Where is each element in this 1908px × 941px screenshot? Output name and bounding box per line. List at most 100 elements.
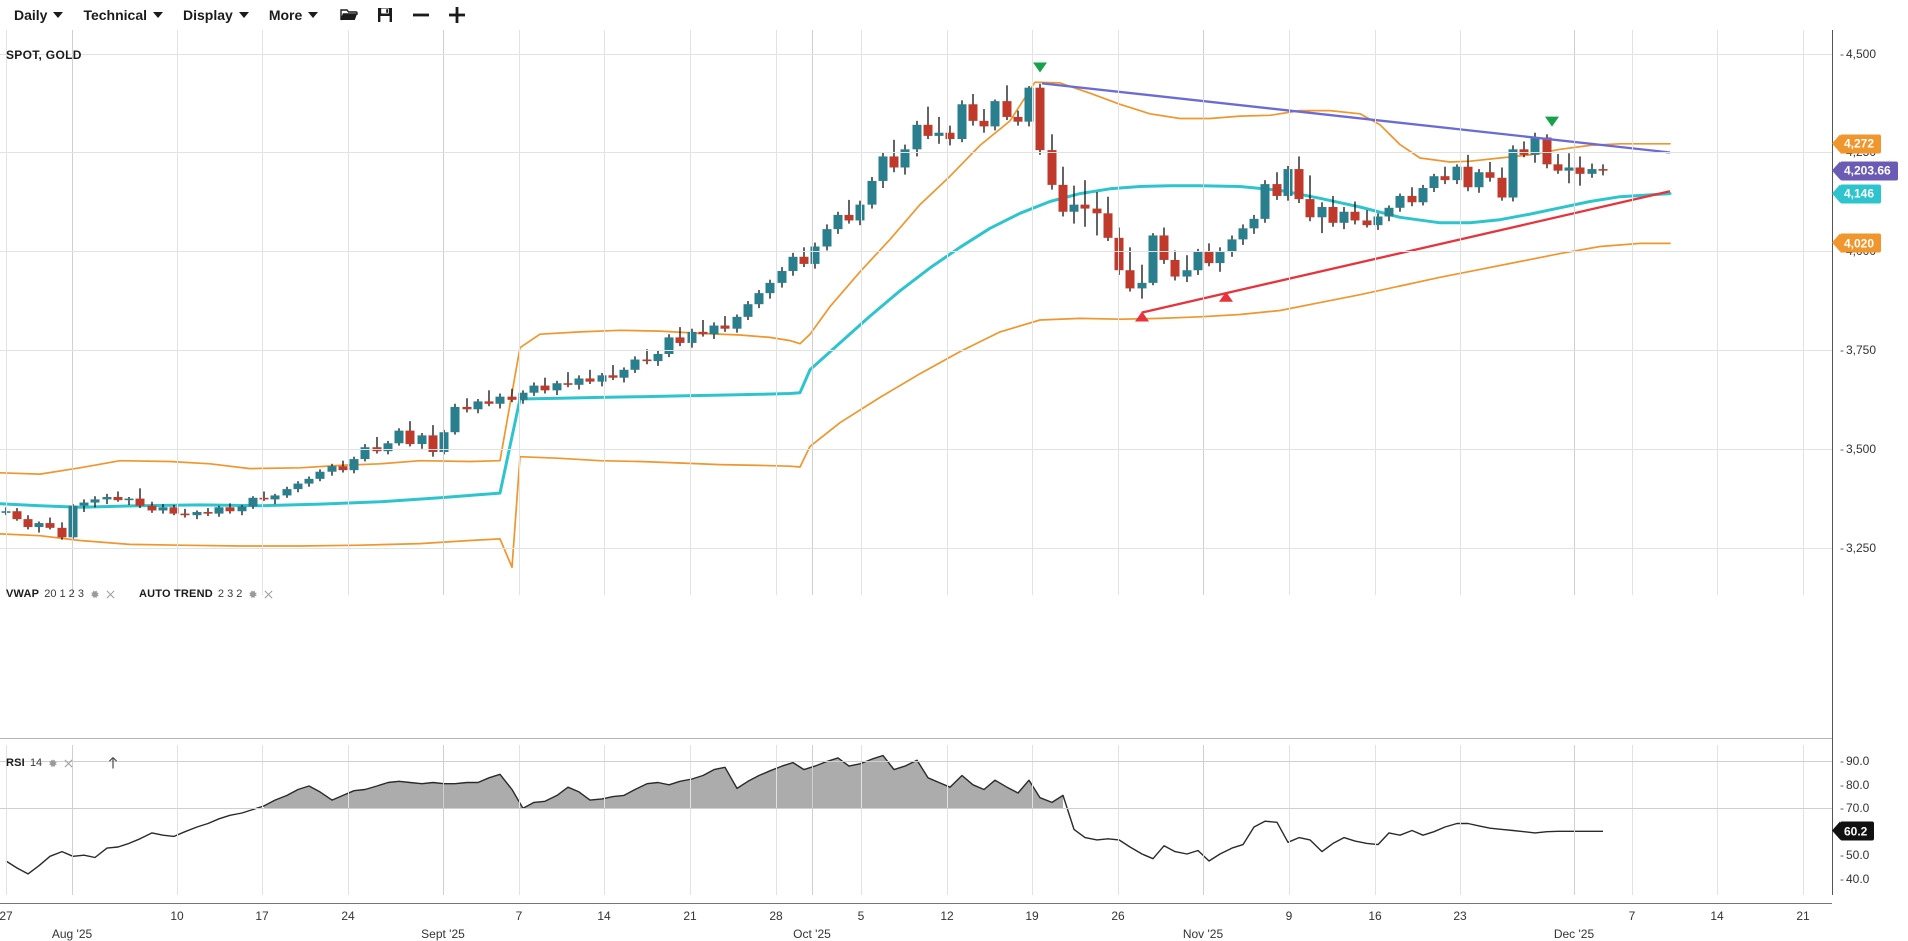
- buy-signal-marker-icon: [1135, 311, 1149, 322]
- date-axis-tick: 17: [255, 909, 269, 923]
- gridline-vertical: [1717, 745, 1718, 895]
- vwap-lower-price-pill[interactable]: 4,020: [1831, 233, 1882, 253]
- rsi-axis-tick: -90.0: [1840, 754, 1870, 769]
- gridline-month: [812, 30, 813, 595]
- zoom-in-plus-icon[interactable]: [442, 1, 472, 29]
- gridline-vertical: [519, 745, 520, 895]
- gear-icon[interactable]: [89, 589, 100, 600]
- candlestick: [1193, 248, 1203, 275]
- gridline-horizontal: [0, 448, 1832, 450]
- candlestick: [34, 521, 44, 533]
- candlestick: [23, 515, 33, 530]
- rsi-chart-pane[interactable]: [0, 745, 1832, 895]
- sell-signal-marker-icon: [1033, 62, 1047, 73]
- date-axis-tick: 12: [940, 909, 954, 923]
- candlestick: [473, 399, 483, 414]
- resistance-downtrend[interactable]: [1041, 82, 1671, 154]
- gridline-month: [72, 30, 73, 595]
- candlestick: [1373, 213, 1383, 230]
- candlestick: [1249, 214, 1259, 234]
- gridline-vertical: [1032, 30, 1033, 595]
- close-icon[interactable]: [263, 589, 274, 600]
- gridline-vertical: [1375, 745, 1376, 895]
- rsi-chart-canvas: [5, 754, 1603, 875]
- rsi-axis-tick: -50.0: [1840, 848, 1870, 863]
- candlestick: [1519, 141, 1529, 158]
- gridline-vertical: [1632, 745, 1633, 895]
- candlestick: [304, 476, 314, 487]
- menu-more[interactable]: More: [259, 1, 328, 29]
- vwap-mid-price-pill[interactable]: 4,146: [1831, 184, 1882, 204]
- buy-signal-marker-icon: [1219, 291, 1233, 302]
- candlestick: [1103, 196, 1113, 241]
- candlestick: [1553, 154, 1563, 174]
- candlestick: [653, 350, 663, 366]
- gridline-vertical: [604, 745, 605, 895]
- close-icon[interactable]: [105, 589, 116, 600]
- candlestick: [1148, 233, 1158, 286]
- gridline-horizontal: [0, 152, 1832, 154]
- gridline-vertical: [1289, 30, 1290, 595]
- gridline-vertical: [604, 30, 605, 595]
- indicator-legend-item[interactable]: VWAP 20 1 2 3: [6, 588, 116, 600]
- gridline-vertical: [348, 30, 349, 595]
- gridline-vertical: [1632, 30, 1633, 595]
- zoom-out-minus-icon[interactable]: [406, 1, 436, 29]
- open-folder-icon[interactable]: [334, 1, 364, 29]
- gridline-vertical: [1375, 30, 1376, 595]
- date-axis[interactable]: 27 10 17 24 7 14 21 28 5 12 19 26 9 16 23 7 14 21 Aug '25 S…: [0, 895, 1908, 941]
- candlestick: [1272, 172, 1282, 200]
- date-axis-tick: 27: [0, 909, 13, 923]
- rsi-axis-tick: -70.0: [1840, 801, 1870, 816]
- candlestick: [90, 496, 100, 508]
- gear-icon[interactable]: [247, 589, 258, 600]
- last-price-pill[interactable]: 4,203.66: [1832, 161, 1898, 181]
- candlestick: [698, 320, 708, 337]
- date-axis-tick: 21: [683, 909, 697, 923]
- rsi-pill-label: 60.2: [1844, 824, 1868, 839]
- date-axis-tick: 7: [515, 909, 523, 923]
- price-pill-label: 4,272: [1844, 136, 1875, 151]
- gridline-vertical: [947, 30, 948, 595]
- candlestick: [664, 334, 674, 358]
- candlestick: [1125, 247, 1135, 292]
- menu-daily[interactable]: Daily: [4, 1, 73, 29]
- candlestick: [788, 252, 798, 276]
- candlestick: [405, 421, 415, 447]
- gridline-vertical: [6, 745, 7, 895]
- candlestick: [889, 139, 899, 173]
- candlestick: [1058, 166, 1068, 217]
- indicator-params: 20 1 2 3: [44, 588, 84, 600]
- indicator-legend-item[interactable]: RSI 14: [6, 757, 74, 769]
- candlestick: [642, 349, 652, 365]
- candlestick: [968, 94, 978, 126]
- candlestick: [147, 501, 157, 513]
- candlestick: [867, 176, 877, 209]
- indicator-name: AUTO TREND: [138, 588, 213, 600]
- candlestick: [1395, 193, 1405, 212]
- gridline-horizontal: [0, 350, 1832, 352]
- indicator-legend-item[interactable]: AUTO TREND 2 3 2: [139, 588, 274, 600]
- price-chart-pane[interactable]: [0, 30, 1832, 595]
- menu-daily-label: Daily: [14, 7, 48, 23]
- gear-icon[interactable]: [47, 758, 58, 769]
- price-axis[interactable]: -4,500-4,250-4,000-3,750-3,500-3,2504,27…: [1831, 30, 1908, 895]
- candlestick: [1047, 134, 1057, 190]
- candlestick: [1035, 83, 1045, 155]
- candlestick: [1463, 154, 1473, 192]
- candlestick: [822, 224, 832, 251]
- close-icon[interactable]: [63, 758, 74, 769]
- date-axis-tick: 14: [1710, 909, 1724, 923]
- save-disk-icon[interactable]: [370, 1, 400, 29]
- candlestick: [1080, 180, 1090, 227]
- menu-display[interactable]: Display: [173, 1, 259, 29]
- chart-toolbar: Daily Technical Display More: [0, 0, 1908, 30]
- vwap-upper-price-pill[interactable]: 4,272: [1831, 134, 1882, 154]
- candlestick: [1407, 187, 1417, 207]
- arrow-up-icon[interactable]: [107, 756, 119, 770]
- menu-technical[interactable]: Technical: [73, 1, 173, 29]
- candlestick: [237, 504, 247, 516]
- menu-display-label: Display: [183, 7, 233, 23]
- rsi-value-pill[interactable]: 60.2: [1831, 821, 1875, 841]
- candlestick: [810, 242, 820, 269]
